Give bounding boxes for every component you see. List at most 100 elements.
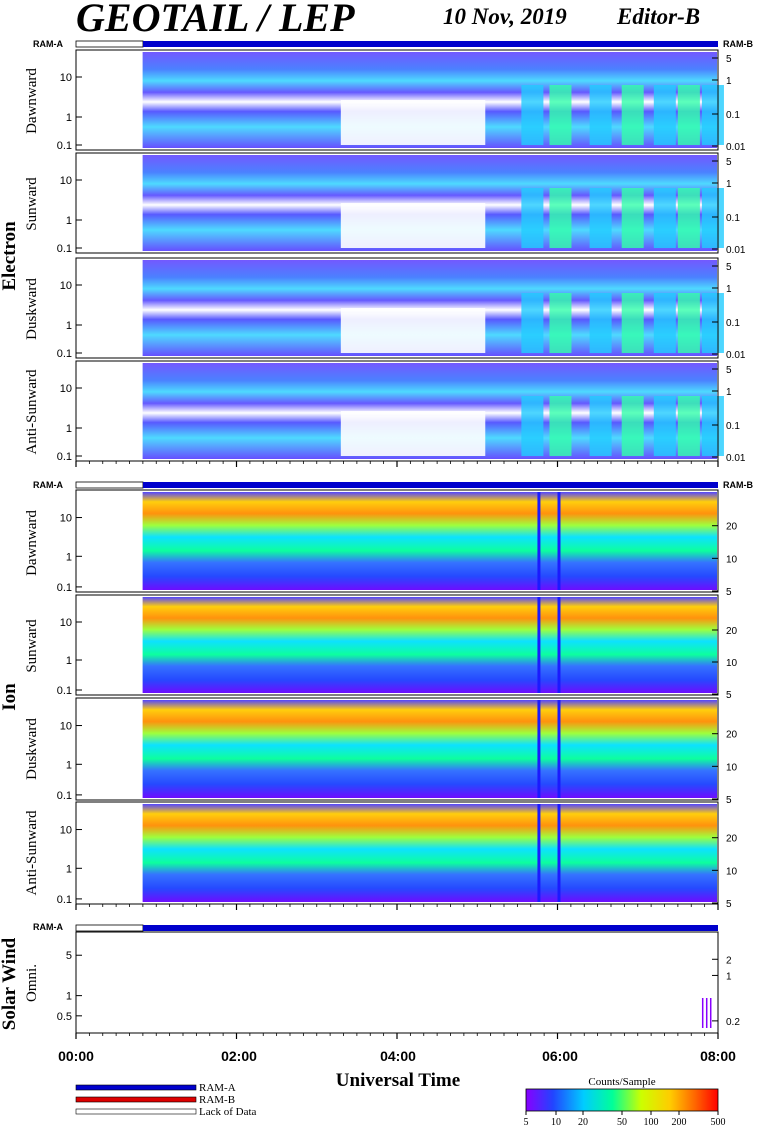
panel-label: Dawnward	[24, 510, 40, 576]
spectrogram-burst	[521, 293, 544, 353]
y-tick-label: 5	[726, 262, 732, 273]
spectrogram-gap	[340, 100, 486, 145]
spectrogram-burst	[653, 188, 676, 248]
y-tick-label: 10	[60, 721, 72, 733]
y-tick-label: 5	[726, 795, 732, 806]
y-tick-label: 5	[726, 365, 732, 376]
panel-frame	[75, 594, 719, 696]
panel-frame	[75, 257, 719, 359]
y-tick-label: 1	[66, 759, 72, 771]
y-tick-label: 10	[726, 866, 738, 877]
y-tick-label: 1	[66, 863, 72, 875]
spectrogram-data	[709, 998, 712, 1028]
colorbar-tick-label: 10	[551, 1117, 561, 1128]
y-tick-label: 1	[726, 387, 732, 398]
spectrogram-burst	[701, 293, 724, 353]
colorbar-tick-label: 50	[617, 1117, 627, 1128]
spectrogram-burst	[589, 293, 612, 353]
chart-date: 10 Nov, 2019	[443, 4, 567, 29]
spectrogram-burst	[677, 85, 700, 145]
spectrogram-burst	[549, 396, 572, 456]
spectrogram-burst	[677, 396, 700, 456]
spectrogram-panels: 10 1 0.1 5 1 0.1 0.01 10 1 0.1 5 1 0.1 0.01 10 1 0.1 5 1 0.…	[57, 49, 746, 1039]
y-tick-label: 0.1	[726, 213, 740, 224]
spectrogram-panel: 5 1 0.5 2 1 0.2	[57, 931, 740, 1034]
ram-a-label: RAM-A	[33, 480, 63, 490]
spectrogram-burst	[621, 293, 644, 353]
spectrogram-burst	[621, 188, 644, 248]
y-tick-label: 1	[726, 971, 732, 982]
spectrogram-panel: 10 1 0.1 5 1 0.1 0.01	[57, 152, 746, 256]
panel-frame	[75, 697, 719, 801]
y-tick-label: 10	[60, 513, 72, 525]
spectrogram-panel: 10 1 0.1 20 10 5	[57, 697, 738, 806]
panel-frame	[75, 49, 719, 151]
y-tick-label: 1	[726, 76, 732, 87]
x-tick-label: 00:00	[58, 1048, 94, 1064]
panel-label: Sunward	[24, 177, 40, 231]
spectrogram-stripe	[537, 700, 541, 798]
y-tick-label: 10	[60, 825, 72, 837]
y-tick-label: 20	[726, 730, 738, 741]
y-tick-label: 0.1	[57, 348, 72, 360]
y-tick-label: 1	[66, 215, 72, 227]
y-tick-label: 0.1	[57, 451, 72, 463]
spectrogram-panel: 10 1 0.1 20 10 5	[57, 801, 738, 910]
y-tick-label: 10	[726, 658, 738, 669]
y-tick-label: 10	[60, 280, 72, 292]
spectrogram-stripe	[537, 804, 541, 902]
y-tick-label: 0.1	[57, 894, 72, 906]
y-tick-label: 1	[66, 551, 72, 563]
y-tick-label: 20	[726, 626, 738, 637]
y-tick-label: 1	[66, 655, 72, 667]
y-tick-label: 1	[66, 423, 72, 435]
y-tick-label: 5	[726, 587, 732, 598]
y-tick-label: 0.1	[57, 243, 72, 255]
x-tick-label: 04:00	[380, 1048, 416, 1064]
y-tick-label: 0.5	[57, 1011, 72, 1023]
spectrogram-burst	[549, 85, 572, 145]
x-axis-title: Universal Time	[336, 1070, 460, 1091]
spectrogram-data	[142, 492, 718, 590]
group-label-electron: Electron	[0, 221, 20, 291]
spectrogram-burst	[653, 85, 676, 145]
spectrogram-stripe	[557, 492, 561, 590]
spectrogram-panel: 10 1 0.1 20 10 5	[57, 594, 738, 701]
y-tick-label: 1	[726, 179, 732, 190]
group-label-ion: Ion	[0, 683, 20, 711]
y-tick-label: 10	[60, 383, 72, 395]
spectrogram-burst	[677, 188, 700, 248]
spectrogram-stripe	[537, 492, 541, 590]
panel-label: Duskward	[24, 718, 40, 780]
spectrogram-data	[142, 700, 718, 798]
chart-editor: Editor-B	[616, 4, 700, 29]
legend-swatch-lack	[75, 1108, 197, 1115]
spectrogram-burst	[589, 85, 612, 145]
legend-swatch-ram-b	[75, 1096, 197, 1103]
ram-a-label: RAM-A	[33, 922, 63, 932]
legend-label-ram-a: RAM-A	[199, 1082, 236, 1094]
legend-label-ram-b: RAM-B	[199, 1094, 235, 1106]
y-tick-label: 10	[60, 175, 72, 187]
x-tick-label: 08:00	[700, 1048, 736, 1064]
y-tick-label: 1	[66, 112, 72, 124]
spectrogram-stripe	[557, 700, 561, 798]
spectrogram-data	[142, 597, 718, 693]
y-tick-label: 10	[726, 554, 738, 565]
spectrogram-burst	[701, 396, 724, 456]
y-tick-label: 0.01	[726, 350, 746, 361]
spectrogram-burst	[589, 188, 612, 248]
spectrogram-burst	[701, 188, 724, 248]
y-tick-label: 20	[726, 522, 738, 533]
y-tick-label: 0.1	[57, 140, 72, 152]
y-tick-label: 20	[726, 834, 738, 845]
panel-frame	[75, 489, 719, 593]
colorbar: Counts/Sample 5 10 20 50 100 200 500	[524, 1076, 726, 1128]
spectrogram-burst	[621, 85, 644, 145]
spectrogram-data	[142, 934, 718, 1031]
spectrogram-burst	[521, 188, 544, 248]
colorbar-tick-label: 20	[578, 1117, 588, 1128]
spectrogram-gap	[340, 203, 486, 248]
ram-b-label: RAM-B	[723, 39, 753, 49]
